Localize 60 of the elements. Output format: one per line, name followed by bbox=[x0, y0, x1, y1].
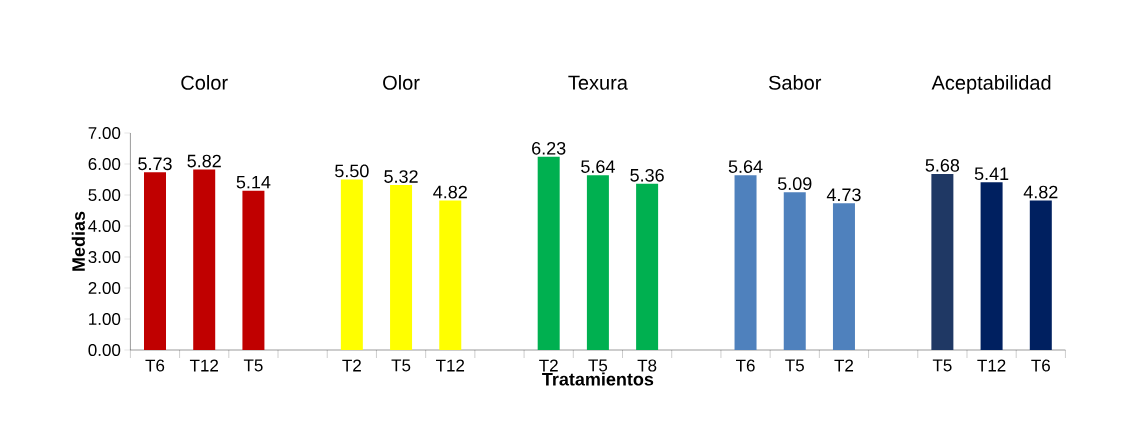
y-tick-label: 5.00 bbox=[88, 188, 121, 202]
x-tick-label: T6 bbox=[1031, 359, 1050, 372]
data-label: 4.82 bbox=[1023, 185, 1058, 199]
y-tick-label: 0.00 bbox=[88, 343, 121, 357]
bar bbox=[783, 192, 806, 350]
x-tick-label: T5 bbox=[588, 359, 608, 372]
x-tick-label: T5 bbox=[391, 359, 411, 372]
x-tick-label: T6 bbox=[735, 359, 755, 372]
data-label: 4.82 bbox=[433, 185, 467, 199]
bar bbox=[340, 179, 363, 350]
data-label: 5.32 bbox=[384, 170, 418, 183]
data-label: 5.36 bbox=[630, 168, 664, 182]
data-label: 5.64 bbox=[728, 160, 763, 173]
data-label: 6.23 bbox=[532, 141, 566, 155]
data-label: 5.41 bbox=[974, 167, 1009, 181]
y-tick-label: 1.00 bbox=[89, 312, 121, 326]
bar bbox=[537, 156, 560, 350]
bar bbox=[931, 173, 954, 350]
bar bbox=[586, 175, 609, 350]
y-tick-label: 7.00 bbox=[88, 126, 121, 140]
bar bbox=[832, 203, 855, 350]
data-label: 5.68 bbox=[925, 158, 960, 172]
y-tick-label: 2.00 bbox=[88, 281, 121, 295]
bar bbox=[144, 172, 166, 350]
data-label: 5.09 bbox=[777, 177, 812, 191]
x-tick-label: T5 bbox=[243, 359, 263, 372]
y-tick-label: 4.00 bbox=[88, 219, 121, 233]
y-tick-label: 6.00 bbox=[88, 157, 121, 171]
text: Olor bbox=[383, 75, 420, 90]
x-axis-title: Tratamientos bbox=[542, 372, 654, 386]
data-label: 5.50 bbox=[335, 164, 369, 178]
text: Texura bbox=[568, 75, 628, 90]
data-label: 5.82 bbox=[187, 154, 221, 168]
bar bbox=[980, 182, 1003, 350]
bar bbox=[734, 175, 757, 350]
bar bbox=[1029, 200, 1052, 350]
data-label: 5.14 bbox=[236, 175, 271, 189]
x-tick-label: T12 bbox=[435, 359, 465, 372]
x-tick-label: T8 bbox=[637, 359, 657, 372]
text: Sabor bbox=[768, 75, 822, 90]
bar bbox=[193, 169, 216, 350]
x-tick-label: T2 bbox=[834, 359, 854, 372]
data-label: 4.73 bbox=[826, 188, 861, 202]
data-label: 5.73 bbox=[138, 157, 172, 171]
bar bbox=[636, 183, 659, 350]
x-tick-label: T2 bbox=[342, 359, 361, 372]
x-tick-label: T2 bbox=[539, 359, 558, 372]
x-tick-label: T12 bbox=[189, 359, 218, 372]
y-tick-label: 3.00 bbox=[88, 250, 121, 264]
data-label: 5.64 bbox=[581, 160, 615, 173]
x-tick-label: T5 bbox=[932, 359, 952, 372]
bar bbox=[439, 200, 462, 350]
text: Aceptabilidad bbox=[931, 75, 1051, 94]
y-axis-title: Medias bbox=[71, 211, 85, 271]
text: Color bbox=[181, 75, 228, 90]
bar bbox=[242, 190, 265, 350]
bar bbox=[390, 185, 413, 350]
x-tick-label: T6 bbox=[145, 359, 165, 372]
x-tick-label: T12 bbox=[977, 359, 1006, 372]
x-tick-label: T5 bbox=[785, 359, 804, 372]
